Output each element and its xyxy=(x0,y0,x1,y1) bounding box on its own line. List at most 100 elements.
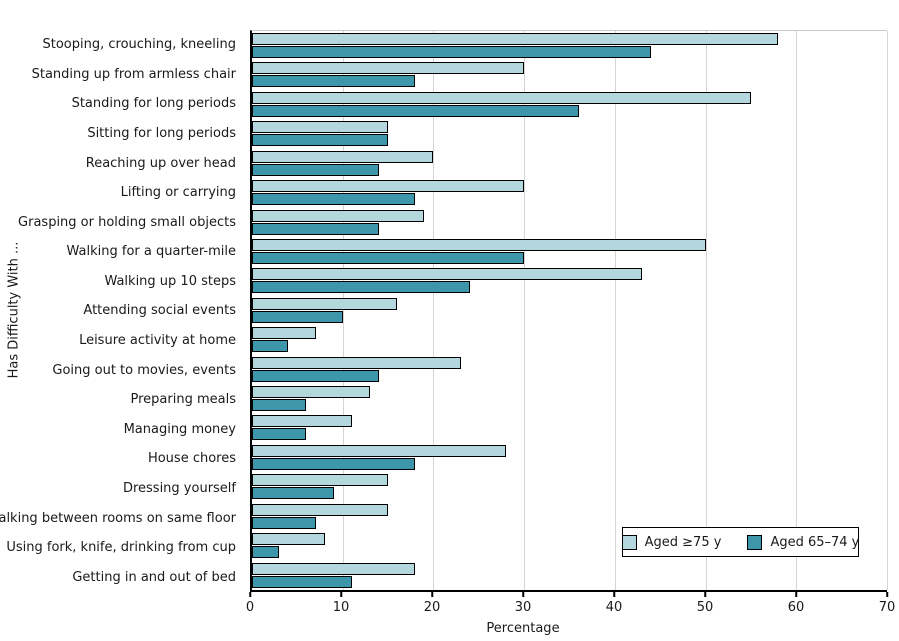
bar-aged-65to74 xyxy=(252,163,379,176)
bar-aged-65to74 xyxy=(252,369,379,382)
bar-aged-65to74 xyxy=(252,134,389,147)
x-axis-title: Percentage xyxy=(486,621,560,636)
category-label: Walking between rooms on same floor xyxy=(0,510,236,526)
category-label: Attending social events xyxy=(83,303,236,319)
bar-aged-65to74 xyxy=(252,104,579,117)
gridline xyxy=(433,31,435,590)
bar-aged-75plus xyxy=(252,386,370,399)
tick-label: 30 xyxy=(514,600,532,615)
legend: Aged ≥75 y Aged 65–74 y xyxy=(621,527,860,557)
bar-aged-75plus xyxy=(252,62,525,75)
gridline xyxy=(614,31,616,590)
category-label: Standing up from armless chair xyxy=(31,66,236,82)
bar-aged-65to74 xyxy=(252,193,416,206)
category-label: Grasping or holding small objects xyxy=(18,214,236,230)
category-label: Stooping, crouching, kneeling xyxy=(42,37,236,53)
tick-label: 60 xyxy=(787,600,805,615)
category-labels: Stooping, crouching, kneeling Standing up… xyxy=(0,30,243,592)
bar-group xyxy=(252,208,887,237)
bar-aged-65to74 xyxy=(252,428,307,441)
bar-aged-65to74 xyxy=(252,46,652,58)
bar-group xyxy=(252,325,887,354)
gridline xyxy=(705,31,707,590)
x-axis-ticks: 0 10 20 30 40 50 60 70 xyxy=(246,592,895,620)
bar-group xyxy=(252,266,887,295)
tick-mark xyxy=(431,592,433,597)
bar-aged-75plus xyxy=(252,562,416,575)
tick-label: 20 xyxy=(423,600,441,615)
bar-aged-75plus xyxy=(252,415,352,428)
category-label: Reaching up over head xyxy=(85,155,236,171)
bar-group xyxy=(252,472,887,501)
category-label: Going out to movies, events xyxy=(52,362,236,378)
bar-aged-75plus xyxy=(252,444,506,457)
bar-group xyxy=(252,355,887,384)
bar-aged-65to74 xyxy=(252,281,470,294)
category-label: Getting in and out of bed xyxy=(72,569,236,585)
legend-item: Aged ≥75 y xyxy=(621,534,722,550)
category-label: Leisure activity at home xyxy=(79,333,236,349)
bar-aged-65to74 xyxy=(252,75,416,88)
bar-aged-75plus xyxy=(252,209,425,222)
bar-group xyxy=(252,561,887,590)
bar-aged-75plus xyxy=(252,91,751,104)
legend-swatch xyxy=(747,534,763,550)
category-label: Using fork, knife, drinking from cup xyxy=(6,540,236,556)
bar-group xyxy=(252,443,887,472)
bar-group xyxy=(252,31,887,60)
legend-swatch xyxy=(621,534,637,550)
bar-aged-65to74 xyxy=(252,310,343,323)
bar-group xyxy=(252,119,887,148)
tick-mark xyxy=(249,592,251,597)
category-label: Managing money xyxy=(123,421,236,437)
bar-aged-75plus xyxy=(252,121,389,134)
bar-rows xyxy=(252,31,887,590)
tick-label: 70 xyxy=(878,600,896,615)
tick-mark xyxy=(704,592,706,597)
bar-aged-65to74 xyxy=(252,457,416,470)
bar-group xyxy=(252,502,887,531)
category-label: Standing for long periods xyxy=(71,96,236,112)
bar-aged-75plus xyxy=(252,180,525,193)
bar-aged-65to74 xyxy=(252,340,289,353)
bar-group xyxy=(252,531,887,560)
bar-aged-65to74 xyxy=(252,399,307,412)
tick-label: 50 xyxy=(696,600,714,615)
legend-label: Aged 65–74 y xyxy=(770,534,860,550)
tick-mark xyxy=(522,592,524,597)
tick-label: 10 xyxy=(332,600,350,615)
bar-aged-75plus xyxy=(252,327,316,340)
bar-group xyxy=(252,296,887,325)
bar-aged-65to74 xyxy=(252,487,334,500)
tick-mark xyxy=(886,592,888,597)
bar-aged-75plus xyxy=(252,33,779,45)
category-label: Lifting or carrying xyxy=(120,185,236,201)
bar-group xyxy=(252,178,887,207)
category-label: Dressing yourself xyxy=(122,480,236,496)
legend-label: Aged ≥75 y xyxy=(644,534,722,550)
tick-mark xyxy=(795,592,797,597)
category-label: House chores xyxy=(147,451,236,467)
bar-group xyxy=(252,237,887,266)
bar-aged-75plus xyxy=(252,238,706,251)
bar-aged-75plus xyxy=(252,268,643,281)
gridline xyxy=(887,31,888,590)
category-label: Preparing meals xyxy=(130,392,236,408)
bar-group xyxy=(252,90,887,119)
bar-aged-75plus xyxy=(252,503,389,516)
bar-aged-75plus xyxy=(252,356,461,369)
bar-aged-65to74 xyxy=(252,575,352,588)
bar-aged-75plus xyxy=(252,533,325,546)
bar-group xyxy=(252,149,887,178)
bar-aged-65to74 xyxy=(252,251,525,264)
bar-group xyxy=(252,60,887,89)
legend-item: Aged 65–74 y xyxy=(747,534,860,550)
category-label: Walking for a quarter-mile xyxy=(66,244,236,260)
category-label: Sitting for long periods xyxy=(87,126,236,142)
bar-aged-65to74 xyxy=(252,222,379,235)
gridline xyxy=(524,31,526,590)
tick-label: 40 xyxy=(605,600,623,615)
bar-aged-75plus xyxy=(252,150,434,163)
gridline xyxy=(796,31,798,590)
